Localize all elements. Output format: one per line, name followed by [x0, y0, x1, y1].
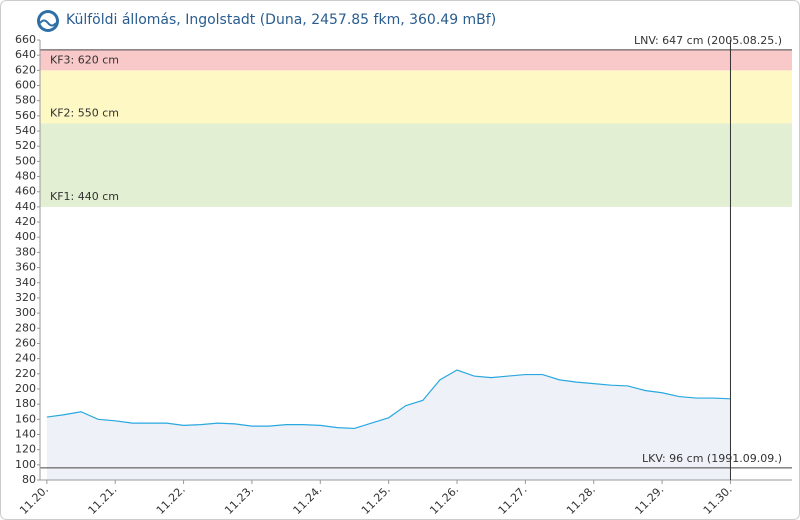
- reference-label: LNV: 647 cm (2005.08.25.): [634, 34, 782, 47]
- warning-band: [40, 123, 792, 207]
- y-tick-label: 100: [15, 458, 36, 471]
- y-tick-label: 560: [15, 109, 36, 122]
- y-tick-label: 460: [15, 185, 36, 198]
- y-tick-label: 640: [15, 48, 36, 61]
- y-tick-label: 140: [15, 427, 36, 440]
- y-tick-label: 540: [15, 124, 36, 137]
- y-tick-label: 340: [15, 276, 36, 289]
- y-tick-label: 440: [15, 200, 36, 213]
- band-label: KF1: 440 cm: [50, 190, 119, 203]
- y-tick-label: 260: [15, 336, 36, 349]
- warning-band: [40, 49, 792, 71]
- y-tick-label: 520: [15, 139, 36, 152]
- band-label: KF2: 550 cm: [50, 106, 119, 119]
- y-tick-label: 280: [15, 321, 36, 334]
- band-label: KF3: 620 cm: [50, 53, 119, 66]
- logo: [37, 10, 59, 32]
- y-tick-label: 360: [15, 261, 36, 274]
- y-tick-label: 580: [15, 94, 36, 107]
- reference-label: LKV: 96 cm (1991.09.09.): [642, 452, 782, 465]
- y-tick-label: 180: [15, 397, 36, 410]
- y-tick-label: 320: [15, 291, 36, 304]
- y-tick-label: 240: [15, 352, 36, 365]
- y-tick-label: 80: [22, 473, 36, 486]
- y-tick-label: 200: [15, 382, 36, 395]
- y-tick-label: 480: [15, 170, 36, 183]
- y-tick-label: 300: [15, 306, 36, 319]
- y-tick-label: 420: [15, 215, 36, 228]
- y-tick-label: 600: [15, 79, 36, 92]
- y-tick-label: 380: [15, 245, 36, 258]
- y-tick-label: 120: [15, 443, 36, 456]
- chart-title: Külföldi állomás, Ingolstadt (Duna, 2457…: [66, 12, 496, 28]
- area: [46, 370, 731, 480]
- y-tick-label: 660: [15, 33, 36, 46]
- y-tick-label: 160: [15, 412, 36, 425]
- line: [46, 369, 731, 430]
- y-tick-label: 400: [15, 230, 36, 243]
- y-tick-label: 620: [15, 63, 36, 76]
- y-tick-label: 220: [15, 367, 36, 380]
- y-tick-label: 500: [15, 154, 36, 167]
- warning-band: [40, 70, 792, 124]
